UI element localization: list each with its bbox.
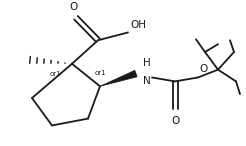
Text: O: O bbox=[199, 64, 207, 74]
Text: N: N bbox=[143, 75, 151, 86]
Text: OH: OH bbox=[130, 20, 146, 31]
Text: H: H bbox=[143, 58, 151, 68]
Text: O: O bbox=[171, 116, 179, 126]
Text: or1: or1 bbox=[49, 71, 61, 77]
Polygon shape bbox=[100, 70, 137, 86]
Text: O: O bbox=[70, 2, 78, 12]
Text: or1: or1 bbox=[94, 70, 106, 76]
